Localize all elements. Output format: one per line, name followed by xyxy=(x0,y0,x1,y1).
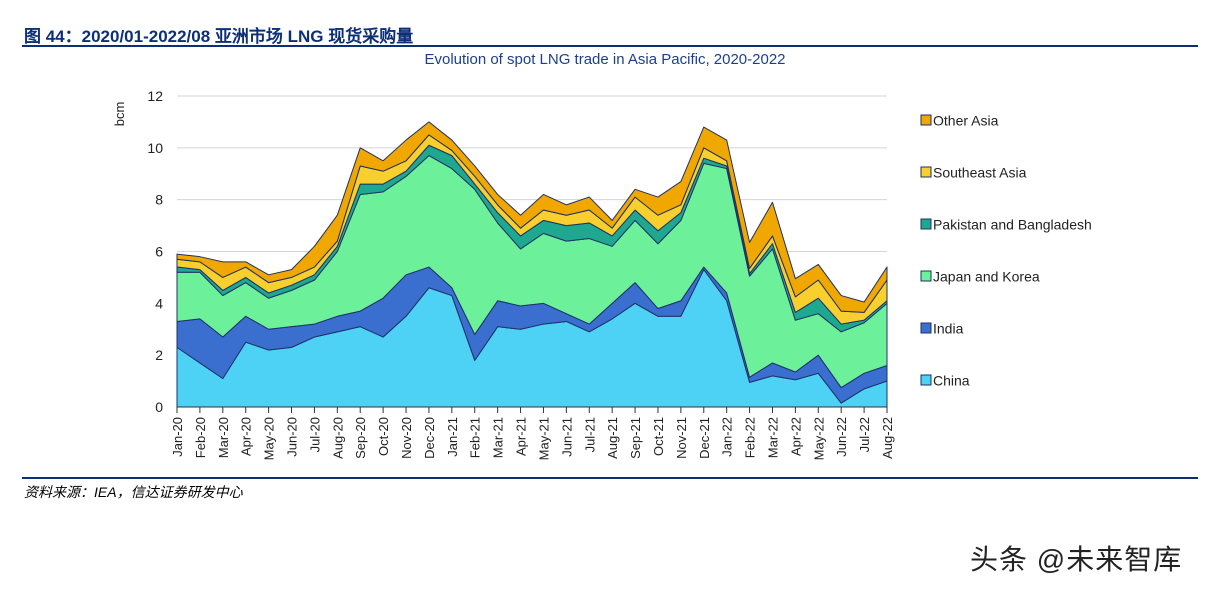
x-tick-aug-21: Aug-21 xyxy=(605,417,620,459)
legend-label-china: China xyxy=(933,373,970,389)
legend-label-southeast-asia: Southeast Asia xyxy=(933,165,1027,181)
x-tick-may-20: May-20 xyxy=(262,417,277,460)
legend: Other Asia Southeast Asia Pakistan and Ban… xyxy=(920,113,1092,389)
y-tick-10: 10 xyxy=(147,140,163,156)
x-tick-jan-21: Jan-21 xyxy=(445,417,460,457)
x-tick-jan-22: Jan-22 xyxy=(720,417,735,457)
x-tick-dec-21: Dec-21 xyxy=(697,417,712,459)
source-note: 资料来源：IEA，信达证券研发中心 xyxy=(24,484,243,500)
x-tick-jul-22: Jul-22 xyxy=(857,417,872,452)
x-tick-oct-20: Oct-20 xyxy=(376,417,391,456)
legend-label-pakistan-and-bangladesh: Pakistan and Bangladesh xyxy=(933,217,1092,233)
series-areas xyxy=(176,121,888,408)
legend-swatch-other-asia xyxy=(920,114,932,126)
x-tick-nov-21: Nov-21 xyxy=(674,417,689,459)
bottom-rule xyxy=(22,477,1198,479)
x-tick-aug-22: Aug-22 xyxy=(880,417,895,459)
x-tick-jan-20: Jan-20 xyxy=(170,417,185,457)
x-tick-sep-20: Sep-20 xyxy=(353,417,368,459)
legend-swatch-southeast-asia xyxy=(920,166,932,178)
x-tick-may-21: May-21 xyxy=(536,417,551,460)
x-tick-mar-20: Mar-20 xyxy=(216,417,231,458)
x-tick-jul-21: Jul-21 xyxy=(582,417,597,452)
stacked-area-chart: Evolution of spot LNG trade in Asia Paci… xyxy=(112,51,1092,460)
x-tick-apr-21: Apr-21 xyxy=(514,417,529,456)
x-tick-jun-22: Jun-22 xyxy=(834,417,849,457)
y-tick-12: 12 xyxy=(147,88,163,104)
x-tick-oct-21: Oct-21 xyxy=(651,417,666,456)
legend-swatch-pakistan-and-bangladesh xyxy=(920,218,932,230)
x-tick-feb-20: Feb-20 xyxy=(193,417,208,458)
x-tick-jun-21: Jun-21 xyxy=(559,417,574,457)
x-tick-jun-20: Jun-20 xyxy=(285,417,300,457)
x-tick-mar-21: Mar-21 xyxy=(491,417,506,458)
x-tick-may-22: May-22 xyxy=(811,417,826,460)
axes xyxy=(176,406,888,413)
top-rule xyxy=(22,45,1198,47)
y-tick-labels: 0 2 4 6 8 10 12 xyxy=(147,88,163,415)
y-axis-label: bcm xyxy=(112,102,127,127)
x-tick-apr-22: Apr-22 xyxy=(788,417,803,456)
legend-label-other-asia: Other Asia xyxy=(933,113,999,129)
x-tick-jul-20: Jul-20 xyxy=(307,417,322,452)
x-tick-mar-22: Mar-22 xyxy=(765,417,780,458)
x-tick-nov-20: Nov-20 xyxy=(399,417,414,459)
x-tick-aug-20: Aug-20 xyxy=(330,417,345,459)
x-tick-feb-21: Feb-21 xyxy=(468,417,483,458)
legend-swatch-india xyxy=(920,322,932,334)
chart-title: Evolution of spot LNG trade in Asia Paci… xyxy=(424,51,785,68)
y-tick-6: 6 xyxy=(155,244,163,260)
x-tick-apr-20: Apr-20 xyxy=(239,417,254,456)
x-tick-labels: Jan-20 Feb-20 Mar-20 Apr-20 May-20 Jun-20 Jul-… xyxy=(170,417,895,460)
legend-label-japan-and-korea: Japan and Korea xyxy=(933,269,1040,285)
watermark: 头条 @未来智库 xyxy=(970,544,1183,575)
x-tick-feb-22: Feb-22 xyxy=(743,417,758,458)
area-other-asia xyxy=(176,121,888,313)
legend-swatch-japan-and-korea xyxy=(920,270,932,282)
y-tick-2: 2 xyxy=(155,347,163,363)
y-tick-4: 4 xyxy=(155,295,163,311)
legend-label-india: India xyxy=(933,321,964,337)
x-tick-dec-20: Dec-20 xyxy=(422,417,437,459)
figure-title: 图 44：2020/01-2022/08 亚洲市场 LNG 现货采购量 xyxy=(24,27,414,46)
y-tick-8: 8 xyxy=(155,192,163,208)
y-tick-0: 0 xyxy=(155,399,163,415)
x-tick-sep-21: Sep-21 xyxy=(628,417,643,459)
legend-swatch-china xyxy=(920,374,932,386)
